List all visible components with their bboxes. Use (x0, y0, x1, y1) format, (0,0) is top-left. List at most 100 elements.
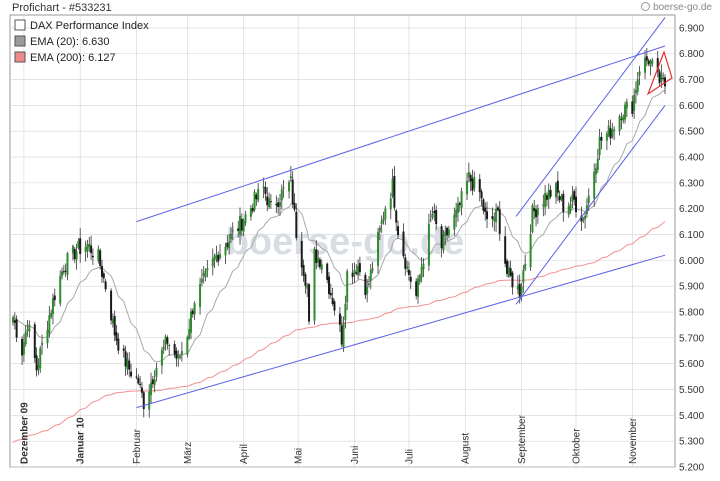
candle-body (320, 264, 323, 270)
candle-body (333, 301, 336, 311)
candle-body (491, 216, 494, 220)
candle-body (605, 133, 608, 141)
candle-body (277, 202, 280, 207)
candle-body (318, 259, 321, 268)
candle-body (351, 272, 354, 277)
candle-body (505, 260, 508, 274)
candle-body (59, 275, 62, 304)
candle-body (338, 313, 341, 325)
legend-label: EMA (20): 6.630 (30, 36, 110, 48)
candle-body (33, 324, 36, 358)
candle-body (229, 233, 232, 240)
candle-body (638, 71, 641, 76)
candle-body (242, 221, 245, 232)
candle-body (71, 245, 74, 254)
candle-body (418, 275, 421, 282)
candle-body (160, 350, 163, 366)
pattern-triangle (646, 50, 673, 96)
candle-body (99, 250, 102, 266)
y-tick-label: 5.200 (679, 463, 704, 474)
candle-body (142, 392, 145, 410)
candle-body (22, 342, 25, 355)
candle-body (618, 115, 621, 132)
legend-label: DAX Performance Index (30, 20, 149, 32)
candle-body (607, 125, 610, 136)
x-axis-ticks: Dezember 09 Januar 10 Februar März April Mai J… (19, 402, 638, 464)
candle-body (206, 268, 209, 271)
candle-body (64, 270, 67, 272)
x-tick-label: Oktober (572, 428, 583, 464)
candle-body (620, 118, 623, 120)
candle-body (367, 283, 370, 285)
candle-body (13, 320, 16, 323)
candle-body (293, 202, 296, 210)
trendline (136, 254, 666, 409)
x-tick-label: August (461, 433, 472, 464)
candle-body (282, 187, 285, 189)
candle-body (358, 263, 361, 273)
x-tick-label: März (183, 442, 194, 464)
candle-body (257, 189, 260, 201)
candle-body (140, 387, 143, 393)
candle-body (507, 267, 510, 277)
candle-body (26, 329, 29, 331)
candle-body (329, 292, 332, 296)
ema20-series (12, 89, 666, 363)
candle-body (478, 179, 481, 193)
candle-body (571, 194, 574, 202)
candle-body (326, 263, 329, 280)
x-tick-label: November (628, 417, 639, 464)
candle-body (188, 329, 191, 339)
candle-body (51, 297, 54, 315)
legend-swatch (14, 19, 26, 31)
candle-body (275, 203, 278, 206)
candle-body (255, 194, 258, 200)
candle-body (117, 338, 120, 351)
candle-body (484, 207, 487, 212)
candle-body (522, 270, 525, 283)
candle-body (598, 137, 601, 156)
candle-body (664, 77, 666, 87)
candle-body (202, 273, 205, 276)
candle-body (162, 346, 165, 350)
candle-body (649, 60, 652, 67)
candle-body (331, 298, 334, 304)
candle-body (582, 219, 585, 221)
candle-body (580, 215, 583, 222)
candle-body (524, 263, 527, 270)
candle-body (295, 211, 298, 238)
candle-body (73, 249, 76, 260)
candle-body (535, 209, 538, 218)
candle-body (111, 318, 114, 324)
y-tick-label: 6.000 (679, 256, 704, 267)
candle-body (631, 101, 634, 114)
candle-body (228, 241, 231, 249)
candle-body (264, 187, 267, 194)
candle-body (21, 338, 24, 356)
candle-body (486, 211, 489, 220)
candle-body (53, 295, 56, 301)
candle-body (397, 226, 400, 236)
candle-body (84, 247, 87, 252)
candle-body (357, 265, 360, 276)
x-tick-label: Juli (404, 449, 415, 464)
y-tick-label: 6.400 (679, 153, 704, 164)
candle-body (647, 60, 650, 64)
candle-body (529, 234, 532, 268)
candle-body (193, 303, 196, 315)
candle-body (382, 218, 385, 222)
candle-body (342, 322, 345, 347)
candle-body (262, 186, 265, 189)
candle-body (656, 58, 659, 72)
candle-body (662, 77, 665, 79)
candle-body (137, 378, 140, 384)
candle-body (455, 209, 458, 218)
candle-body (404, 257, 407, 269)
candle-body (377, 231, 380, 266)
candle-body (46, 330, 49, 344)
x-tick-label: September (517, 414, 528, 464)
candle-body (480, 191, 483, 199)
candle-body (435, 210, 438, 225)
candle-body (533, 208, 536, 212)
